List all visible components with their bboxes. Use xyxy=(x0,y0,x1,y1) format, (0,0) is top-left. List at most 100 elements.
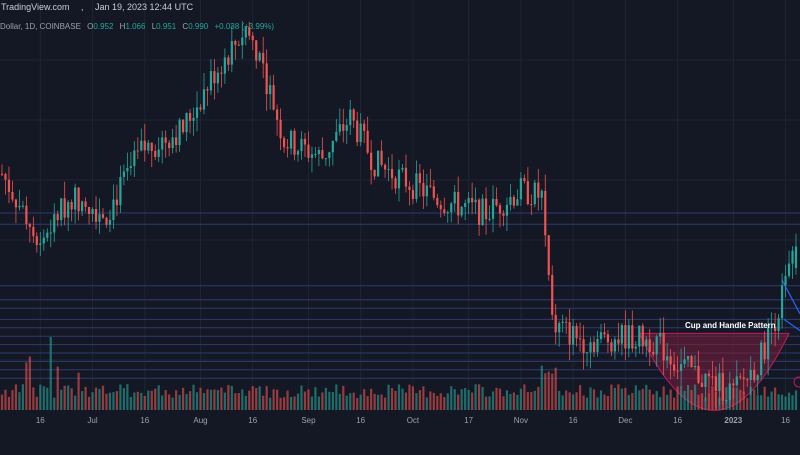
candle-body xyxy=(25,205,28,225)
candle-body xyxy=(565,321,568,323)
volume-bar xyxy=(652,394,655,410)
candle-body xyxy=(505,204,509,216)
candle-body xyxy=(60,198,63,221)
candle-body xyxy=(585,352,589,354)
volume-bar xyxy=(450,386,453,410)
candle-body xyxy=(624,325,627,349)
candle-body xyxy=(599,332,603,340)
volume-bar xyxy=(565,390,568,410)
volume-bar xyxy=(307,389,310,410)
candle-body xyxy=(272,85,275,110)
volume-bar xyxy=(471,392,474,410)
candle-body xyxy=(578,338,582,340)
volume-bar xyxy=(432,392,435,410)
volume-bar xyxy=(314,387,317,410)
candle-body xyxy=(195,107,199,118)
volume-bar xyxy=(387,384,390,410)
volume-bar xyxy=(422,386,425,410)
candle-body xyxy=(436,197,439,206)
volume-bar xyxy=(46,387,49,410)
volume-bar xyxy=(582,395,585,410)
volume-bar xyxy=(321,392,324,410)
candle-body xyxy=(108,220,112,225)
volume-bar xyxy=(446,393,449,410)
volume-bar xyxy=(39,384,42,410)
volume-bar xyxy=(547,371,550,410)
candle-body xyxy=(749,369,752,380)
high-value: 1.066 xyxy=(125,22,146,31)
candle-body xyxy=(404,167,408,187)
volume-bar xyxy=(714,392,718,410)
volume-bar xyxy=(338,393,341,410)
volume-bar xyxy=(495,387,498,410)
candle-body xyxy=(87,206,91,214)
candle-body xyxy=(363,123,366,131)
volume-bar xyxy=(28,356,31,410)
header-separator: , xyxy=(81,2,84,12)
volume-bar xyxy=(143,395,146,410)
candle-body xyxy=(32,226,35,237)
volume-bar xyxy=(157,385,160,410)
volume-bar xyxy=(774,387,777,410)
candle-body xyxy=(429,185,432,187)
candle-body xyxy=(533,182,536,205)
volume-bar xyxy=(35,396,38,410)
candle-body xyxy=(645,339,648,347)
volume-bar xyxy=(98,389,101,410)
candle-body xyxy=(697,365,700,383)
x-tick-label: Aug xyxy=(193,416,207,425)
volume-bar xyxy=(265,386,268,410)
candle-body xyxy=(11,192,14,200)
candle-body xyxy=(390,168,394,179)
pattern-label: Cup and Handle Pattern xyxy=(685,321,776,330)
volume-bar xyxy=(181,387,185,410)
symbol-label: Dollar, 1D, COINBASE xyxy=(0,22,81,31)
volume-bar xyxy=(352,392,355,410)
candle-body xyxy=(495,198,498,206)
volume-bar xyxy=(199,387,202,410)
candle-body xyxy=(662,332,665,361)
candle-body xyxy=(631,325,634,349)
candle-body xyxy=(234,41,237,45)
candle-body xyxy=(572,326,575,345)
candle-body xyxy=(380,150,383,165)
volume-bar xyxy=(178,394,181,410)
candle-body xyxy=(352,109,355,121)
volume-bar xyxy=(620,388,623,410)
candle-body xyxy=(269,85,272,95)
candle-body xyxy=(18,205,21,208)
candle-body xyxy=(742,377,745,380)
volume-bar xyxy=(429,391,432,410)
candle-body xyxy=(526,181,529,205)
volume-bar xyxy=(540,365,543,410)
candle-body xyxy=(119,176,122,206)
volume-bar xyxy=(578,384,582,410)
volume-bar xyxy=(523,384,526,410)
candle-body xyxy=(488,218,491,220)
candle-body xyxy=(655,336,658,355)
candle-body xyxy=(359,123,362,143)
candle-body xyxy=(453,191,456,204)
candle-body xyxy=(147,142,150,151)
volume-bar xyxy=(60,389,63,410)
close-label: C xyxy=(182,22,189,31)
volume-bar xyxy=(777,394,780,410)
candle-body xyxy=(582,339,585,354)
volume-bar xyxy=(91,392,94,410)
candle-body xyxy=(767,327,770,360)
ohlc-legend[interactable]: Dollar, 1D, COINBASE O0.952 H1.066 L0.95… xyxy=(0,20,800,34)
candle-body xyxy=(181,119,185,133)
volume-bar xyxy=(112,392,115,410)
volume-bar xyxy=(502,396,505,410)
candle-body xyxy=(84,201,87,207)
candle-body xyxy=(338,124,341,132)
volume-bar xyxy=(209,389,213,410)
candle-body xyxy=(450,203,453,213)
volume-bar xyxy=(704,397,707,410)
volume-bar xyxy=(645,384,648,410)
low-value: 0.951 xyxy=(156,22,177,31)
candle-body xyxy=(28,224,31,227)
volume-bar xyxy=(108,392,112,410)
volume-bar xyxy=(188,391,192,410)
